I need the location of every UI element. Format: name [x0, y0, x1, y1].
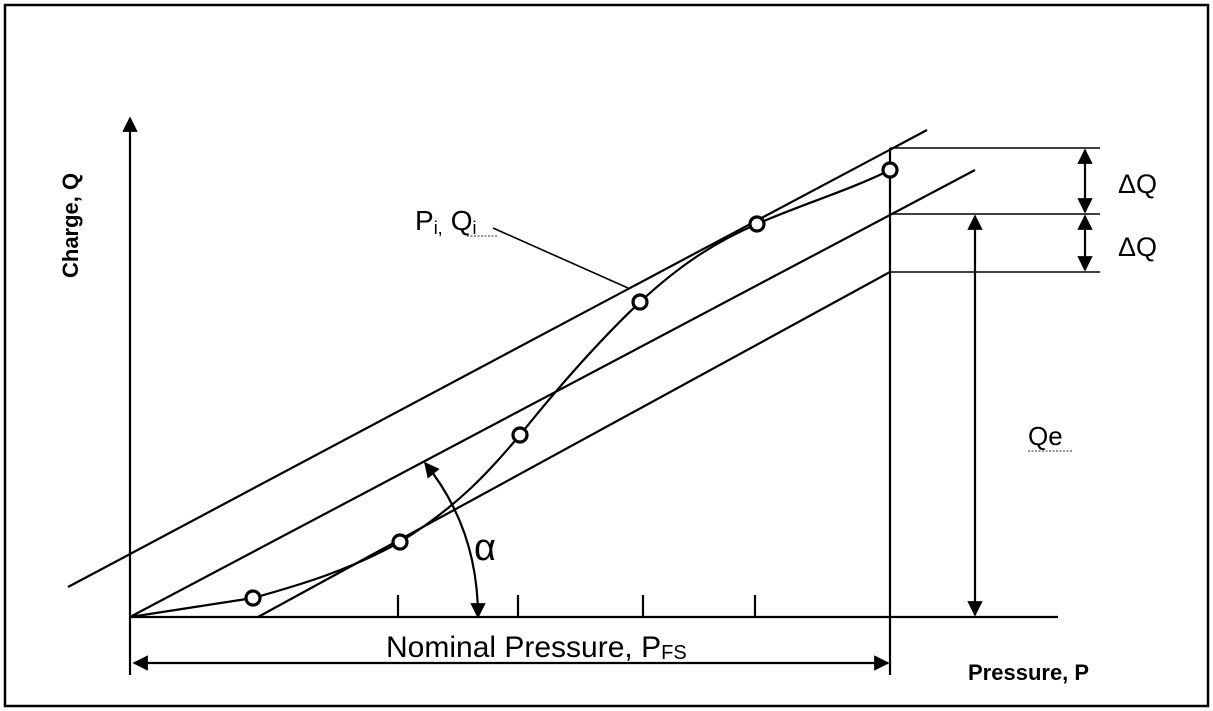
figure-border [3, 3, 1210, 708]
point-label-leader [492, 227, 629, 289]
angle-label: α [474, 527, 496, 569]
upper-tolerance-line [67, 129, 928, 588]
point-label-q: Q [451, 205, 473, 236]
measurement-point-3 [511, 426, 529, 444]
nominal-pressure-sub: FS [661, 642, 687, 664]
y-axis-label: Charge, Q [58, 173, 83, 278]
best-fit-line [129, 169, 976, 618]
measurement-point-4 [631, 293, 649, 311]
point-label-p-sub: i, [434, 218, 443, 238]
measurement-point-5 [748, 215, 766, 233]
measurement-point-1 [244, 589, 262, 607]
point-label: Pi, Qi [415, 205, 476, 238]
delta-q-lower-label: ΔQ [1118, 232, 1157, 262]
measurement-point-2 [391, 533, 409, 551]
point-label-q-sub: i [472, 218, 476, 238]
nominal-pressure-text: Nominal Pressure, P [386, 631, 661, 664]
point-label-p: P [415, 205, 434, 236]
nominal-pressure-label: Nominal Pressure, PFS [386, 631, 687, 664]
delta-q-upper-label: ΔQ [1118, 169, 1157, 199]
measurement-point-6 [881, 161, 899, 179]
qe-label: Qe [1028, 421, 1063, 451]
angle-arc [424, 461, 486, 619]
x-axis-label: Pressure, P [968, 660, 1089, 685]
calibration-curve [129, 169, 891, 619]
